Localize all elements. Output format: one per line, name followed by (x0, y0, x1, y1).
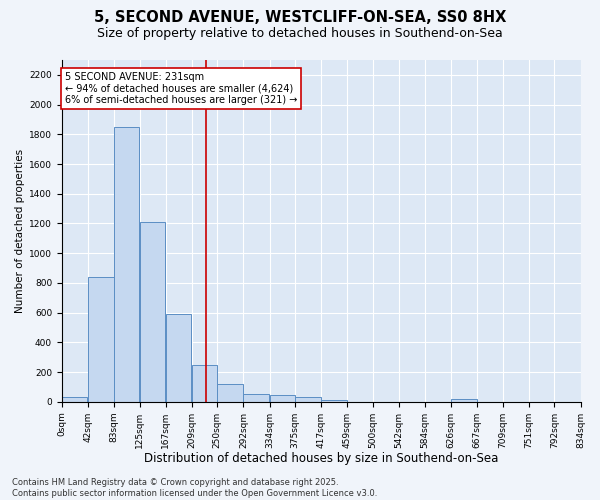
Bar (269, 395, 295, 402)
Text: Contains HM Land Registry data © Crown copyright and database right 2025.
Contai: Contains HM Land Registry data © Crown c… (12, 478, 377, 498)
Text: 5, SECOND AVENUE, WESTCLIFF-ON-SEA, SS0 8HX: 5, SECOND AVENUE, WESTCLIFF-ON-SEA, SS0 … (94, 10, 506, 25)
Bar (62, 398, 88, 402)
X-axis label: Distribution of detached houses by size in Southend-on-Sea: Distribution of detached houses by size … (144, 452, 499, 465)
Bar (217, 384, 243, 402)
Y-axis label: Number of detached properties: Number of detached properties (15, 149, 25, 313)
Bar (113, 127, 139, 402)
Bar (321, 400, 347, 402)
Bar (244, 394, 269, 402)
Bar (166, 314, 191, 402)
Bar (295, 398, 320, 402)
Bar (192, 366, 217, 402)
Text: Size of property relative to detached houses in Southend-on-Sea: Size of property relative to detached ho… (97, 28, 503, 40)
Bar (451, 399, 476, 402)
Bar (140, 222, 165, 402)
Text: 5 SECOND AVENUE: 231sqm
← 94% of detached houses are smaller (4,624)
6% of semi-: 5 SECOND AVENUE: 231sqm ← 94% of detache… (65, 72, 298, 105)
Bar (88, 277, 113, 402)
